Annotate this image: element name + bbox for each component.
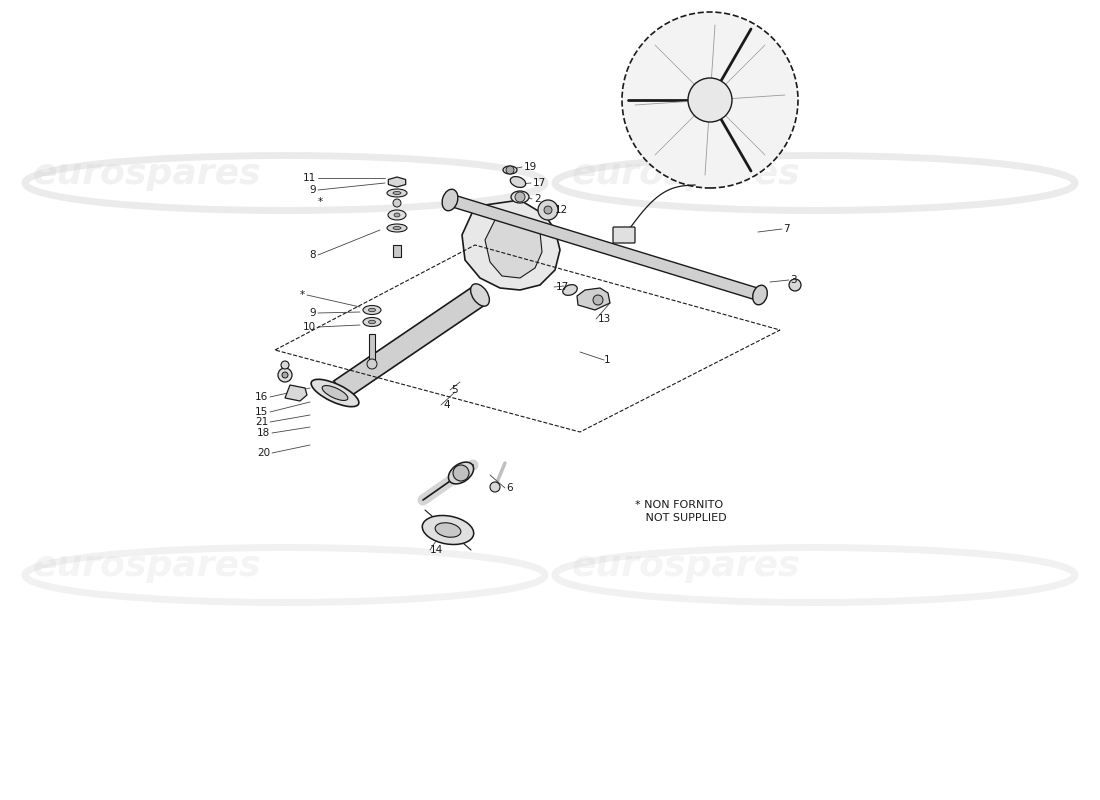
Text: eurospares: eurospares xyxy=(33,549,262,583)
Text: 18: 18 xyxy=(256,428,270,438)
Ellipse shape xyxy=(363,318,381,326)
Ellipse shape xyxy=(393,226,402,230)
Circle shape xyxy=(278,368,292,382)
Text: NOT SUPPLIED: NOT SUPPLIED xyxy=(635,513,727,523)
Circle shape xyxy=(506,166,514,174)
Ellipse shape xyxy=(322,386,348,401)
Polygon shape xyxy=(368,334,375,362)
Text: 16: 16 xyxy=(255,392,268,402)
Polygon shape xyxy=(578,288,610,310)
Ellipse shape xyxy=(449,462,474,484)
Text: 8: 8 xyxy=(309,250,316,260)
Text: 17: 17 xyxy=(556,282,570,292)
Circle shape xyxy=(621,12,797,188)
Circle shape xyxy=(515,192,525,202)
Polygon shape xyxy=(393,245,402,257)
Ellipse shape xyxy=(442,190,458,210)
Polygon shape xyxy=(462,200,560,290)
Text: *: * xyxy=(318,197,323,207)
Text: 15: 15 xyxy=(255,407,268,417)
Text: 14: 14 xyxy=(430,545,443,555)
Ellipse shape xyxy=(387,224,407,232)
FancyBboxPatch shape xyxy=(613,227,635,243)
Text: 2: 2 xyxy=(534,194,540,204)
Circle shape xyxy=(490,482,500,492)
Text: 9: 9 xyxy=(309,185,316,195)
Circle shape xyxy=(453,465,469,481)
Ellipse shape xyxy=(471,284,490,306)
Ellipse shape xyxy=(363,306,381,314)
Circle shape xyxy=(688,78,732,122)
Ellipse shape xyxy=(510,177,526,187)
Circle shape xyxy=(538,200,558,220)
Polygon shape xyxy=(448,194,762,301)
Text: 7: 7 xyxy=(783,224,790,234)
Circle shape xyxy=(367,359,377,369)
Ellipse shape xyxy=(368,320,375,324)
Text: 4: 4 xyxy=(443,400,450,410)
Ellipse shape xyxy=(394,213,400,217)
Ellipse shape xyxy=(422,515,474,545)
Polygon shape xyxy=(485,218,542,278)
Circle shape xyxy=(789,279,801,291)
Polygon shape xyxy=(333,286,486,399)
Text: 21: 21 xyxy=(255,417,268,427)
Ellipse shape xyxy=(512,191,529,203)
Ellipse shape xyxy=(388,210,406,220)
Text: 6: 6 xyxy=(506,483,513,493)
Ellipse shape xyxy=(752,286,768,305)
Circle shape xyxy=(393,199,402,207)
Text: 3: 3 xyxy=(790,275,796,285)
Ellipse shape xyxy=(368,308,375,312)
Text: 20: 20 xyxy=(257,448,270,458)
Text: 13: 13 xyxy=(598,314,612,324)
Text: eurospares: eurospares xyxy=(572,549,801,583)
Text: 19: 19 xyxy=(524,162,537,172)
Text: 12: 12 xyxy=(556,205,569,215)
Text: 9: 9 xyxy=(309,308,316,318)
Ellipse shape xyxy=(563,285,578,295)
Text: 11: 11 xyxy=(302,173,316,183)
Ellipse shape xyxy=(387,189,407,197)
Ellipse shape xyxy=(393,191,402,194)
Polygon shape xyxy=(388,177,406,187)
Text: 17: 17 xyxy=(534,178,547,188)
Text: 5: 5 xyxy=(451,385,458,395)
Text: eurospares: eurospares xyxy=(33,157,262,191)
Text: eurospares: eurospares xyxy=(572,157,801,191)
Polygon shape xyxy=(285,385,307,401)
Ellipse shape xyxy=(311,379,359,406)
Ellipse shape xyxy=(436,522,461,538)
Circle shape xyxy=(280,361,289,369)
Text: 10: 10 xyxy=(302,322,316,332)
Ellipse shape xyxy=(503,166,517,174)
Circle shape xyxy=(544,206,552,214)
Text: *: * xyxy=(300,290,305,300)
Circle shape xyxy=(282,372,288,378)
Text: * NON FORNITO: * NON FORNITO xyxy=(635,500,723,510)
Text: 1: 1 xyxy=(604,355,611,365)
Circle shape xyxy=(593,295,603,305)
